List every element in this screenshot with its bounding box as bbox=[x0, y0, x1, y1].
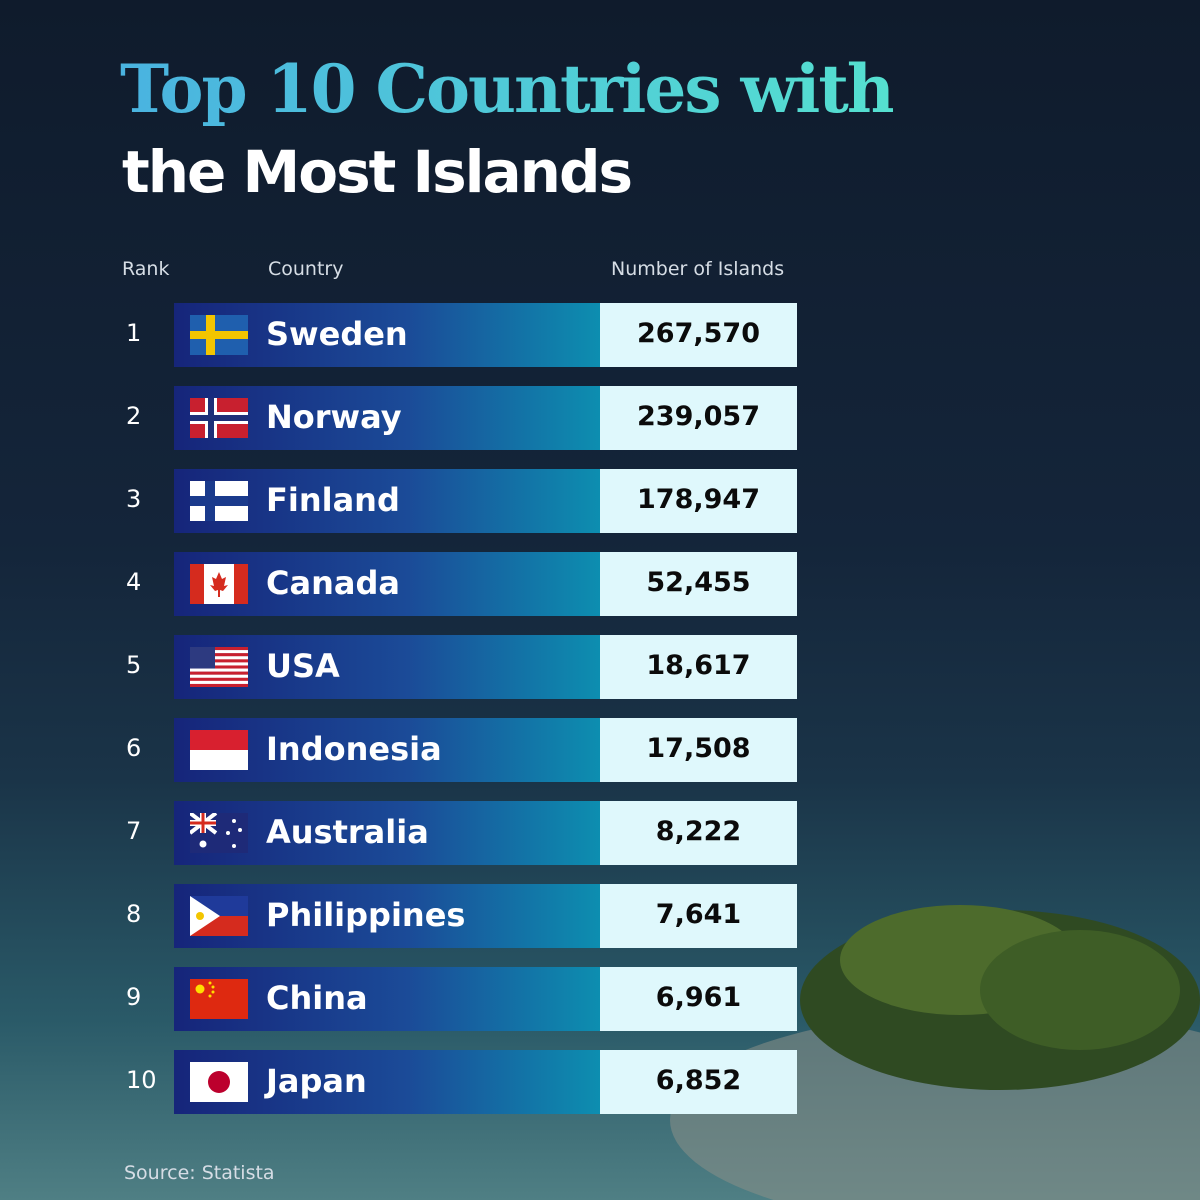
flag-part bbox=[232, 844, 236, 848]
country-name: Finland bbox=[266, 481, 400, 519]
column-header: Number of Islands bbox=[611, 258, 785, 280]
country-name: Canada bbox=[266, 564, 400, 602]
value-cell bbox=[600, 303, 797, 367]
rank: 9 bbox=[126, 983, 142, 1011]
rank: 4 bbox=[126, 568, 142, 596]
flag-part bbox=[190, 674, 248, 678]
flag bbox=[190, 481, 248, 521]
flag-part bbox=[190, 415, 248, 421]
flag-part bbox=[190, 821, 216, 825]
title: the Most Islands bbox=[122, 138, 633, 206]
island-trees bbox=[980, 930, 1180, 1050]
value-cell bbox=[600, 469, 797, 533]
flag-part bbox=[190, 496, 248, 506]
flag-part bbox=[208, 1071, 230, 1093]
flag-part bbox=[211, 985, 215, 989]
island-count: 7,641 bbox=[655, 899, 742, 930]
flag-part bbox=[190, 677, 248, 682]
flag-part bbox=[211, 990, 215, 994]
country-name: Japan bbox=[266, 1062, 367, 1100]
flag bbox=[190, 564, 248, 604]
value-cell bbox=[600, 718, 797, 782]
country-name: Norway bbox=[266, 398, 402, 436]
rank: 8 bbox=[126, 900, 142, 928]
rank: 5 bbox=[126, 651, 142, 679]
flag-part bbox=[190, 659, 248, 663]
value-cell bbox=[600, 386, 797, 450]
flag-part bbox=[232, 819, 236, 823]
flag bbox=[190, 979, 248, 1019]
flag-part bbox=[195, 984, 205, 994]
island-count: 18,617 bbox=[646, 650, 751, 681]
flag-part bbox=[190, 662, 248, 666]
country-name: Australia bbox=[266, 813, 429, 851]
title: Top 10 Countries with bbox=[120, 50, 895, 128]
value-cell bbox=[600, 967, 797, 1031]
flag-part bbox=[190, 331, 248, 339]
flag-part bbox=[210, 572, 228, 597]
flag-part bbox=[234, 564, 248, 604]
flag-part bbox=[208, 994, 212, 998]
rank: 6 bbox=[126, 734, 142, 762]
source: Source: Statista bbox=[124, 1162, 275, 1184]
flag-part bbox=[190, 730, 248, 750]
country-name: USA bbox=[266, 647, 340, 685]
flag-part bbox=[190, 564, 204, 604]
flag bbox=[190, 647, 248, 687]
island-count: 6,961 bbox=[655, 982, 742, 1013]
flag bbox=[190, 730, 248, 770]
flag bbox=[190, 315, 248, 355]
rank: 3 bbox=[126, 485, 142, 513]
flag-part bbox=[226, 831, 230, 835]
island-count: 6,852 bbox=[655, 1065, 742, 1096]
rank: 2 bbox=[126, 402, 142, 430]
value-cell bbox=[600, 1050, 797, 1114]
flag-part bbox=[190, 653, 248, 657]
flag bbox=[190, 1062, 248, 1102]
flag-part bbox=[190, 668, 248, 672]
rank: 10 bbox=[126, 1066, 157, 1094]
flag bbox=[190, 896, 248, 936]
column-header: Rank bbox=[122, 258, 170, 280]
flag-part bbox=[190, 665, 248, 669]
value-cell bbox=[600, 552, 797, 616]
flag-part bbox=[190, 647, 215, 669]
flag bbox=[190, 813, 248, 853]
flag-part bbox=[190, 671, 248, 675]
rank: 7 bbox=[126, 817, 142, 845]
flag-part bbox=[190, 647, 248, 651]
flag-part bbox=[190, 656, 248, 660]
column-header: Country bbox=[268, 258, 344, 280]
island-count: 267,570 bbox=[637, 318, 760, 349]
country-name: Philippines bbox=[266, 896, 466, 934]
country-name: Sweden bbox=[266, 315, 408, 353]
flag-part bbox=[190, 896, 220, 936]
country-name: Indonesia bbox=[266, 730, 442, 768]
flag bbox=[190, 398, 248, 438]
flag-part bbox=[190, 680, 248, 685]
flag-part bbox=[208, 981, 212, 985]
value-cell bbox=[600, 635, 797, 699]
rank: 1 bbox=[126, 319, 142, 347]
island-count: 52,455 bbox=[646, 567, 751, 598]
flag-part bbox=[190, 683, 248, 687]
flag-part bbox=[238, 828, 242, 832]
value-cell bbox=[600, 801, 797, 865]
flag-part bbox=[196, 912, 204, 920]
flag-part bbox=[190, 650, 248, 654]
flag-part bbox=[190, 750, 248, 770]
island-count: 178,947 bbox=[637, 484, 760, 515]
island-count: 239,057 bbox=[637, 401, 760, 432]
flag-part bbox=[199, 840, 207, 848]
island-count: 17,508 bbox=[646, 733, 751, 764]
country-name: China bbox=[266, 979, 368, 1017]
value-cell bbox=[600, 884, 797, 948]
island-count: 8,222 bbox=[655, 816, 742, 847]
